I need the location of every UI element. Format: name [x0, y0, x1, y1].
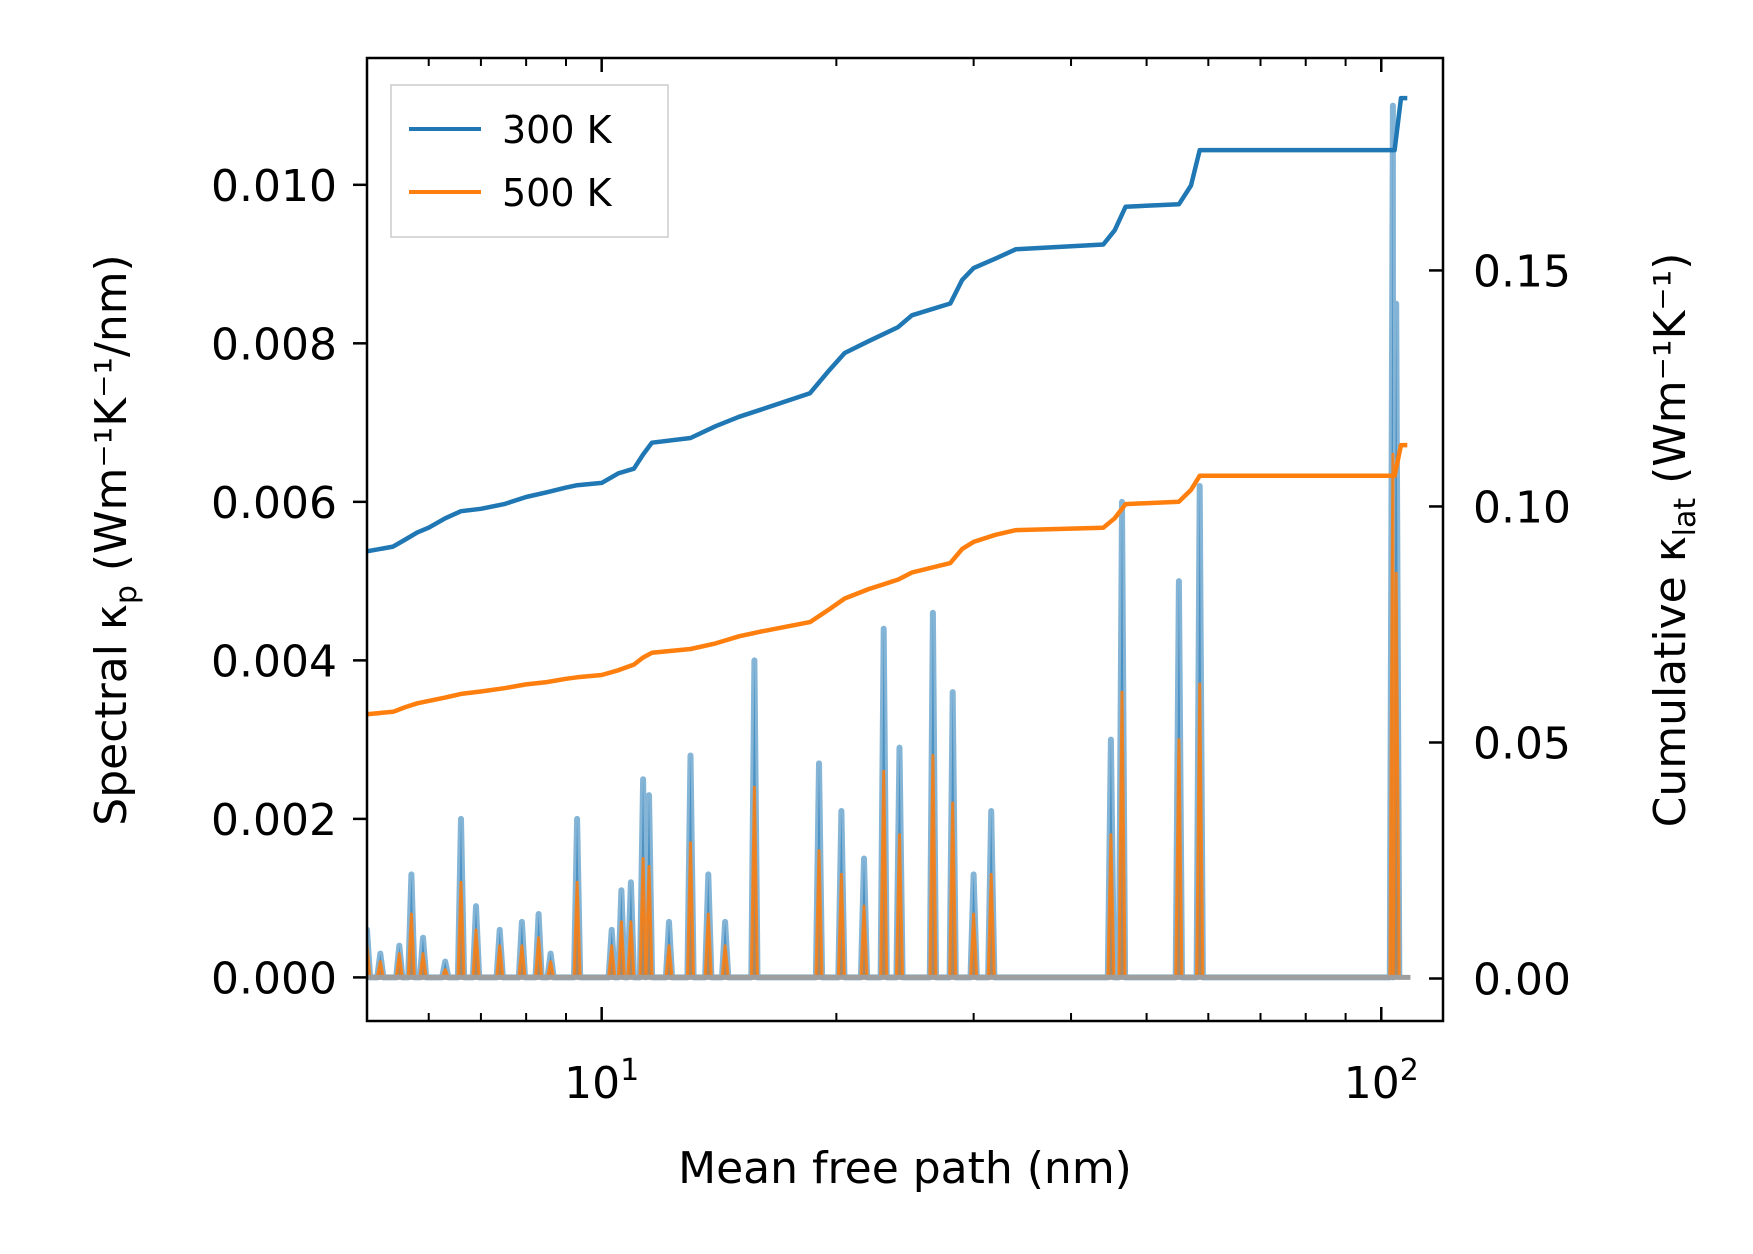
plot-frame: [365, 56, 1445, 1023]
right-y-tick-label: 0.10: [1473, 482, 1571, 533]
right-y-tick-label: 0.05: [1473, 718, 1571, 769]
left-y-tick-label: 0.000: [211, 953, 337, 1004]
x-axis-title: Mean free path (nm): [678, 1143, 1132, 1194]
legend-label-500k: 500 K: [502, 171, 613, 215]
cumulative-line-300k: [367, 95, 1408, 554]
x-tick-label-10: 101: [564, 1053, 639, 1109]
right-y-tick-label: 0.00: [1473, 955, 1571, 1006]
right-y-tick-label: 0.15: [1473, 246, 1571, 297]
y-tick-labels: 0.000 0.002 0.004 0.006 0.008 0.010 0.00 0.05 0.…: [211, 161, 1571, 1006]
right-axis-title: Cumulative κlat (Wm⁻¹K⁻¹): [1645, 253, 1703, 828]
legend-label-300k: 300 K: [502, 108, 613, 152]
spectral-layer: [367, 102, 1411, 981]
legend: 300 K 500 K: [390, 84, 669, 238]
cumulative-line-500k: [367, 442, 1408, 717]
x-tick-label-100: 102: [1344, 1053, 1419, 1109]
cumulative-layer: [367, 95, 1408, 717]
left-y-tick-label: 0.006: [211, 478, 337, 529]
left-y-tick-label: 0.010: [211, 161, 337, 212]
legend-box: [390, 84, 669, 238]
left-y-tick-label: 0.004: [211, 636, 337, 687]
left-y-tick-label: 0.002: [211, 795, 337, 846]
left-y-tick-label: 0.008: [211, 319, 337, 370]
ticks-layer: [353, 58, 1443, 1021]
left-axis-title: Spectral κp (Wm⁻¹K⁻¹/nm): [86, 254, 144, 825]
